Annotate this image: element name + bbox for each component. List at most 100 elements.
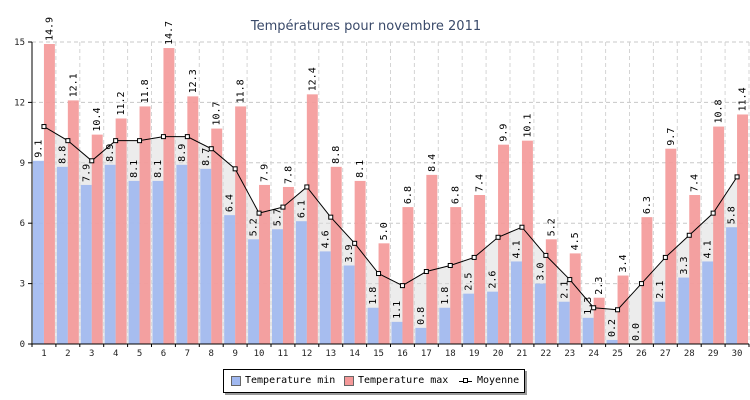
x-tick-label: 30 — [732, 349, 743, 359]
x-tick-label: 11 — [278, 349, 289, 359]
average-point — [65, 138, 71, 144]
average-point — [615, 307, 621, 313]
x-tick-label: 5 — [137, 349, 142, 359]
legend-swatch-max — [344, 376, 354, 386]
x-tick-label: 8 — [209, 349, 214, 359]
y-tick-label: 3 — [20, 280, 25, 290]
bar-min — [104, 164, 116, 344]
value-label-max: 11.4 — [738, 87, 749, 111]
value-label-min: 1.8 — [368, 287, 379, 305]
average-line — [41, 124, 740, 313]
average-point — [471, 254, 477, 260]
average-point — [280, 204, 286, 210]
value-label-min: 3.9 — [344, 244, 355, 262]
legend-label-average: Moyenne — [477, 375, 520, 386]
value-label-max: 14.9 — [44, 17, 55, 41]
x-tick-label: 29 — [708, 349, 719, 359]
value-label-max: 12.3 — [188, 69, 199, 93]
value-label-max: 6.8 — [403, 186, 414, 204]
bar-min — [200, 168, 212, 344]
value-label-max: 4.5 — [570, 232, 581, 250]
y-tick-label: 12 — [14, 98, 25, 108]
average-point — [519, 224, 525, 230]
value-label-min: 6.1 — [296, 200, 307, 218]
bar-min — [224, 215, 236, 344]
bar-max — [641, 217, 653, 344]
bar-min — [56, 166, 68, 344]
value-label-min: 0.0 — [631, 323, 642, 341]
bar-max — [187, 96, 199, 344]
average-point — [662, 254, 668, 260]
average-point — [686, 232, 692, 238]
value-label-max: 12.1 — [68, 73, 79, 97]
bar-min — [248, 239, 260, 344]
value-label-max: 3.4 — [618, 254, 629, 272]
bar-max — [713, 126, 725, 344]
legend-marker-average — [463, 378, 468, 383]
value-label-max: 10.1 — [522, 114, 533, 138]
y-tick-label: 0 — [20, 340, 25, 350]
value-label-min: 7.9 — [81, 164, 92, 182]
x-tick-label: 4 — [113, 349, 118, 359]
x-tick-label: 24 — [588, 349, 599, 359]
bar-max — [282, 186, 294, 344]
value-label-min: 8.1 — [153, 160, 164, 178]
bar-max — [665, 148, 677, 344]
x-tick-label: 9 — [232, 349, 237, 359]
average-point — [256, 210, 262, 216]
average-point — [160, 134, 166, 140]
chart-title: Températures pour novembre 2011 — [250, 19, 481, 34]
x-tick-label: 20 — [493, 349, 504, 359]
value-label-max: 10.4 — [92, 108, 103, 132]
value-label-min: 2.1 — [559, 281, 570, 299]
value-label-max: 14.7 — [164, 21, 175, 45]
bar-max — [354, 180, 366, 344]
x-tick-label: 25 — [612, 349, 623, 359]
value-label-max: 7.4 — [690, 174, 701, 192]
value-label-min: 8.9 — [105, 144, 116, 162]
bar-min — [128, 180, 140, 344]
bar-max — [235, 106, 247, 344]
y-tick-label: 15 — [14, 38, 25, 48]
bar-max — [737, 114, 748, 344]
legend: Temperature min Temperature max Moyenne — [223, 369, 525, 393]
average-point — [734, 174, 740, 180]
value-label-min: 5.7 — [272, 208, 283, 226]
bar-min — [511, 261, 522, 344]
bar-min — [176, 164, 188, 344]
average-line-path — [43, 126, 738, 311]
value-label-min: 1.3 — [583, 297, 594, 315]
bar-max — [617, 275, 629, 344]
value-label-min: 5.2 — [249, 218, 260, 236]
average-point — [710, 210, 716, 216]
bar-min — [80, 184, 92, 344]
bar-min — [487, 291, 499, 344]
bar-min — [702, 261, 714, 344]
value-label-min: 1.8 — [440, 287, 451, 305]
bars — [33, 44, 748, 345]
value-label-max: 11.8 — [140, 79, 151, 103]
value-label-min: 8.1 — [129, 160, 140, 178]
legend-label-min: Temperature min — [245, 375, 336, 386]
bar-min — [152, 180, 164, 344]
bar-min — [391, 321, 403, 344]
bar-min — [295, 221, 307, 344]
average-point — [399, 283, 405, 289]
bar-max — [545, 239, 557, 344]
average-point — [495, 234, 501, 240]
x-tick-label: 2 — [65, 349, 70, 359]
bar-max — [259, 184, 270, 344]
x-tick-label: 12 — [301, 349, 312, 359]
value-label-max: 10.8 — [714, 99, 725, 123]
bar-max — [139, 106, 151, 344]
value-label-min: 3.3 — [679, 256, 690, 274]
value-label-max: 9.7 — [666, 128, 677, 146]
bar-min — [606, 339, 618, 344]
value-label-min: 5.8 — [727, 206, 738, 224]
value-label-min: 2.6 — [488, 271, 499, 289]
x-tick-label: 13 — [325, 349, 336, 359]
x-tick-label: 1 — [41, 349, 46, 359]
average-point — [328, 214, 334, 220]
x-tick-label: 14 — [349, 349, 360, 359]
